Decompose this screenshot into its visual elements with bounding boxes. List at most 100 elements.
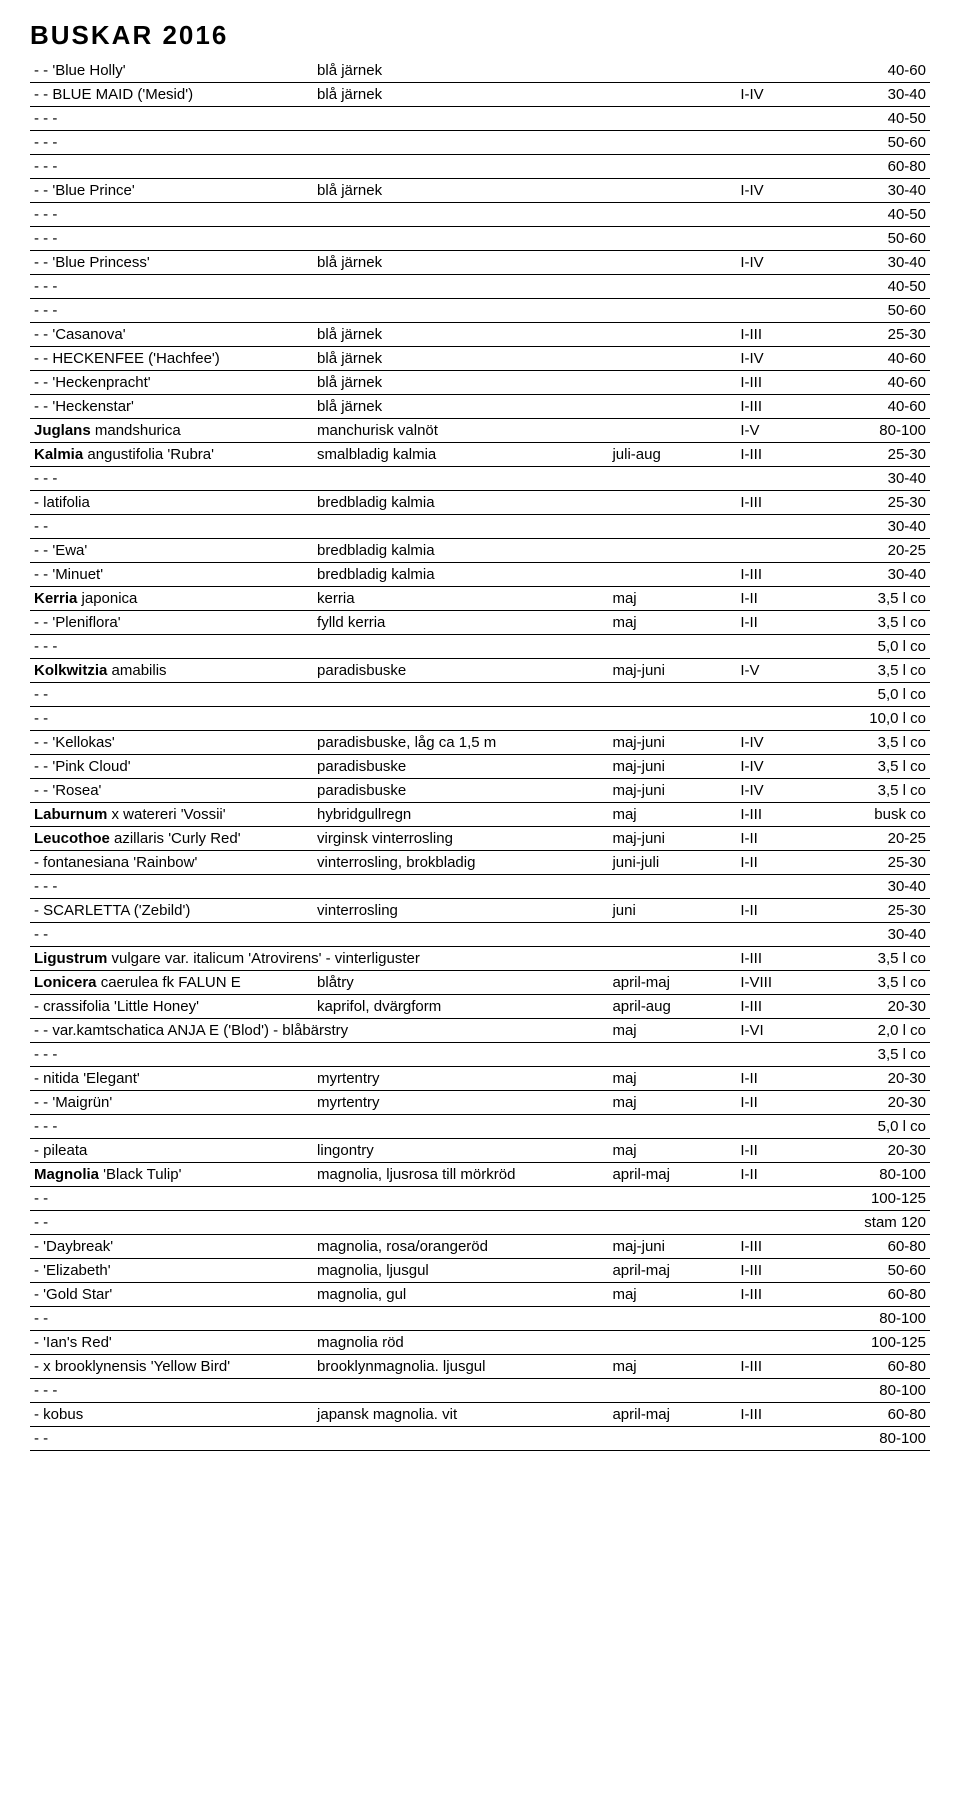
cell-time: april-maj: [608, 1403, 736, 1427]
cell-size: 50-60: [821, 1259, 930, 1283]
cell-name: Juglans mandshurica: [30, 419, 313, 443]
cell-name: - - 'Blue Holly': [30, 59, 313, 83]
cell-size: 3,5 l co: [821, 971, 930, 995]
cell-size: 80-100: [821, 1307, 930, 1331]
cell-zone: [736, 467, 820, 491]
cell-zone: [736, 1331, 820, 1355]
cell-zone: I-IV: [736, 251, 820, 275]
cell-zone: I-IV: [736, 755, 820, 779]
cell-name: - -: [30, 683, 313, 707]
cell-zone: I-III: [736, 995, 820, 1019]
cell-zone: I-II: [736, 899, 820, 923]
table-row: - - 'Heckenpracht'blå järnekI-III40-60: [30, 371, 930, 395]
cell-desc: [313, 131, 608, 155]
cell-time: [608, 683, 736, 707]
cell-size: 20-30: [821, 1139, 930, 1163]
cell-zone: [736, 923, 820, 947]
table-row: Leucothoe azillaris 'Curly Red'virginsk …: [30, 827, 930, 851]
cell-name: - - -: [30, 1379, 313, 1403]
cell-desc: [313, 1115, 608, 1139]
cell-desc: blå järnek: [313, 251, 608, 275]
cell-desc: [313, 467, 608, 491]
cell-name: - - -: [30, 299, 313, 323]
cell-desc: manchurisk valnöt: [313, 419, 608, 443]
cell-desc: [313, 1307, 608, 1331]
table-row: - 'Gold Star'magnolia, gulmajI-III60-80: [30, 1283, 930, 1307]
cell-time: [608, 395, 736, 419]
cell-name: - - 'Pleniflora': [30, 611, 313, 635]
table-row: - - 'Minuet'bredbladig kalmiaI-III30-40: [30, 563, 930, 587]
cell-size: 20-25: [821, 539, 930, 563]
table-row: - - -30-40: [30, 467, 930, 491]
table-row: - nitida 'Elegant'myrtentrymajI-II20-30: [30, 1067, 930, 1091]
table-row: - - 'Maigrün'myrtentrymajI-II20-30: [30, 1091, 930, 1115]
cell-zone: [736, 203, 820, 227]
cell-size: 30-40: [821, 875, 930, 899]
cell-zone: [736, 683, 820, 707]
table-row: Kolkwitzia amabilisparadisbuskemaj-juniI…: [30, 659, 930, 683]
cell-name: - -: [30, 1211, 313, 1235]
cell-name: - - -: [30, 227, 313, 251]
cell-zone: I-III: [736, 947, 820, 971]
cell-zone: I-V: [736, 659, 820, 683]
cell-name: - - -: [30, 875, 313, 899]
cell-time: [608, 923, 736, 947]
cell-time: [608, 563, 736, 587]
cell-name: - - -: [30, 203, 313, 227]
cell-size: busk co: [821, 803, 930, 827]
cell-size: 3,5 l co: [821, 587, 930, 611]
table-row: - 'Ian's Red'magnolia röd100-125: [30, 1331, 930, 1355]
cell-desc: [313, 1043, 608, 1067]
cell-name: Kolkwitzia amabilis: [30, 659, 313, 683]
cell-name: Lonicera caerulea fk FALUN E: [30, 971, 313, 995]
table-row: - - -40-50: [30, 275, 930, 299]
table-row: - latifoliabredbladig kalmiaI-III25-30: [30, 491, 930, 515]
cell-size: 30-40: [821, 179, 930, 203]
cell-name: - - 'Kellokas': [30, 731, 313, 755]
table-row: - 'Daybreak'magnolia, rosa/orangerödmaj-…: [30, 1235, 930, 1259]
cell-name: - x brooklynensis 'Yellow Bird': [30, 1355, 313, 1379]
table-row: - 'Elizabeth'magnolia, ljusgulapril-majI…: [30, 1259, 930, 1283]
cell-desc: [313, 299, 608, 323]
cell-size: 40-50: [821, 107, 930, 131]
cell-size: 10,0 l co: [821, 707, 930, 731]
cell-name: - fontanesiana 'Rainbow': [30, 851, 313, 875]
cell-size: 5,0 l co: [821, 635, 930, 659]
table-row: Lonicera caerulea fk FALUN Eblåtryapril-…: [30, 971, 930, 995]
table-row: - - 'Ewa'bredbladig kalmia20-25: [30, 539, 930, 563]
cell-desc: blå järnek: [313, 323, 608, 347]
cell-time: [608, 59, 736, 83]
cell-zone: I-IV: [736, 347, 820, 371]
cell-desc: [313, 275, 608, 299]
cell-desc: bredbladig kalmia: [313, 563, 608, 587]
table-row: - -stam 120: [30, 1211, 930, 1235]
cell-zone: [736, 131, 820, 155]
cell-name: - - 'Pink Cloud': [30, 755, 313, 779]
cell-zone: I-III: [736, 803, 820, 827]
cell-name: - 'Ian's Red': [30, 1331, 313, 1355]
cell-name: - 'Daybreak': [30, 1235, 313, 1259]
table-row: - - -40-50: [30, 107, 930, 131]
table-row: - - -50-60: [30, 131, 930, 155]
cell-name: Laburnum x watereri 'Vossii': [30, 803, 313, 827]
table-row: - - 'Blue Prince'blå järnekI-IV30-40: [30, 179, 930, 203]
cell-desc: paradisbuske: [313, 659, 608, 683]
table-row: - -5,0 l co: [30, 683, 930, 707]
cell-zone: I-II: [736, 1139, 820, 1163]
table-row: - - BLUE MAID ('Mesid')blå järnekI-IV30-…: [30, 83, 930, 107]
cell-size: 3,5 l co: [821, 731, 930, 755]
table-row: - - -60-80: [30, 155, 930, 179]
cell-time: [608, 323, 736, 347]
table-row: - - 'Blue Holly'blå järnek40-60: [30, 59, 930, 83]
cell-name: - 'Gold Star': [30, 1283, 313, 1307]
cell-desc: vinterrosling: [313, 899, 608, 923]
cell-size: 100-125: [821, 1187, 930, 1211]
cell-desc: blå järnek: [313, 371, 608, 395]
cell-size: 30-40: [821, 251, 930, 275]
cell-zone: [736, 539, 820, 563]
cell-desc: [313, 203, 608, 227]
cell-desc: [313, 155, 608, 179]
table-row: - SCARLETTA ('Zebild')vinterroslingjuniI…: [30, 899, 930, 923]
cell-zone: [736, 1307, 820, 1331]
cell-name: - latifolia: [30, 491, 313, 515]
